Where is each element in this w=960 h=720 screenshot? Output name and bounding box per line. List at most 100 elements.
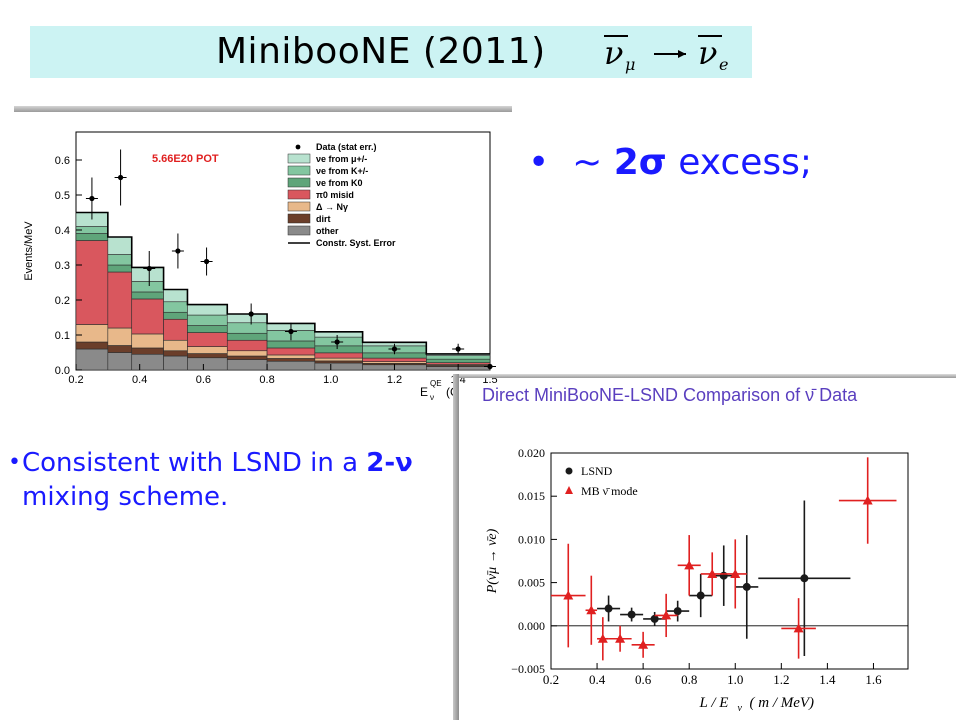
y-tick-label: 0.2 xyxy=(55,295,70,307)
hist-bar xyxy=(226,313,268,324)
hist-bar xyxy=(266,354,316,359)
hist-bar xyxy=(131,347,164,355)
lsnd-point xyxy=(696,591,705,600)
hist-bar xyxy=(163,339,188,352)
hist-bar xyxy=(75,233,109,241)
y-tick-label: 0.4 xyxy=(55,225,70,237)
lsnd-point xyxy=(650,614,659,623)
svg-text:e: e xyxy=(719,55,728,74)
hist-bar xyxy=(226,355,268,360)
y-tick-label: 0.020 xyxy=(518,446,545,460)
y-tick-label: 0.005 xyxy=(518,576,545,590)
hist-bar xyxy=(107,236,133,255)
pot-annotation: 5.66E20 POT xyxy=(152,153,219,165)
data-point xyxy=(334,339,340,345)
hist-bar xyxy=(314,345,363,354)
hist-bar xyxy=(163,318,188,341)
x-tick-label: 0.2 xyxy=(543,672,559,687)
hist-bar xyxy=(107,271,133,329)
x-tick-label: 1.0 xyxy=(323,374,338,386)
x-axis-label-sub: ν xyxy=(430,393,434,400)
hist-bar xyxy=(131,298,164,335)
hist-bar xyxy=(314,357,363,362)
legend-label-mb: MB ν̄ mode xyxy=(581,484,638,498)
legend-swatch xyxy=(287,165,311,176)
hist-bar xyxy=(187,325,228,333)
title-formula: ν μ ν e xyxy=(604,34,728,74)
hist-bar xyxy=(187,332,228,347)
syst-error-line xyxy=(76,211,490,355)
bullet-dot: • xyxy=(528,142,573,183)
hist-bar xyxy=(163,355,188,371)
formula-nu-e: ν xyxy=(698,34,717,72)
hist-bar xyxy=(131,291,164,300)
legend-swatch xyxy=(287,201,311,212)
hist-bar xyxy=(266,340,316,349)
chart-title: Direct MiniBooNE-LSND Comparison of ν̄ D… xyxy=(482,385,858,405)
lsnd-point xyxy=(800,574,809,583)
legend-marker xyxy=(295,144,301,150)
x-tick-label: 0.4 xyxy=(132,374,147,386)
y-tick-label: 0.0 xyxy=(55,365,70,377)
hist-bar xyxy=(187,357,228,371)
y-tick-label: 0.015 xyxy=(518,489,545,503)
mb-point xyxy=(597,633,608,643)
legend-swatch xyxy=(287,189,311,200)
legend-label: π0 misid xyxy=(316,190,354,200)
hist-bar xyxy=(266,347,316,356)
y-axis-label: Events/MeV xyxy=(23,221,35,281)
hist-bar xyxy=(75,324,109,343)
data-point xyxy=(248,311,254,317)
hist-bar xyxy=(163,289,188,303)
hist-bar xyxy=(226,359,268,371)
hist-bar xyxy=(187,314,228,326)
data-point xyxy=(203,258,210,265)
divider xyxy=(14,106,512,112)
hist-bar xyxy=(226,322,268,334)
y-tick-label: 0.5 xyxy=(55,190,70,202)
hist-bar xyxy=(107,352,133,371)
hist-bar xyxy=(163,350,188,357)
mb-point xyxy=(563,590,574,600)
legend-label: Data (stat err.) xyxy=(316,142,377,152)
x-tick-label: 0.6 xyxy=(635,672,652,687)
mb-point xyxy=(684,560,695,570)
legend-label: νe from K+/- xyxy=(316,166,368,176)
hist-bar xyxy=(163,311,188,320)
miniboone-histogram: 0.00.10.20.30.40.50.60.2 0.4 0.6 0.8 1.0 1.2 1… xyxy=(23,131,498,400)
legend-label: Δ → Nγ xyxy=(316,202,348,212)
x-axis-label-sub: ν xyxy=(738,703,743,714)
hist-bar xyxy=(314,352,363,359)
bullet-consistent: • Consistent with LSND in a 2-ν mixing s… xyxy=(8,448,413,512)
data-point xyxy=(146,265,152,272)
excess-sigma: 2σ xyxy=(613,142,667,183)
x-tick-label: 0.8 xyxy=(681,672,697,687)
x-tick-label: 0.2 xyxy=(68,374,83,386)
x-tick-label: 1.6 xyxy=(865,672,882,687)
mb-point xyxy=(793,623,804,633)
hist-bar xyxy=(107,345,133,353)
hist-bar xyxy=(187,304,228,316)
lsnd-point xyxy=(742,582,751,591)
mb-point xyxy=(707,568,718,578)
legend-marker-lsnd xyxy=(565,467,573,475)
hist-bar xyxy=(187,353,228,359)
y-tick-label: 0.3 xyxy=(55,260,70,272)
x-tick-label: 0.4 xyxy=(589,672,606,687)
hist-bar xyxy=(131,281,164,293)
formula-nu-mu: ν xyxy=(604,34,623,72)
data-point xyxy=(175,248,181,254)
y-tick-label: −0.005 xyxy=(511,662,545,676)
x-tick-label: 0.6 xyxy=(196,374,211,386)
legend-swatch xyxy=(287,225,311,236)
data-point xyxy=(391,346,398,352)
hist-bar xyxy=(226,350,268,357)
hist-bar xyxy=(75,348,109,371)
legend-marker-mb xyxy=(565,486,573,494)
data-point xyxy=(455,346,461,352)
hist-bar xyxy=(226,332,268,341)
mb-point xyxy=(661,610,672,620)
lsnd-point xyxy=(673,607,682,616)
hist-bar xyxy=(75,240,109,325)
legend-label: Constr. Syst. Error xyxy=(316,238,396,248)
